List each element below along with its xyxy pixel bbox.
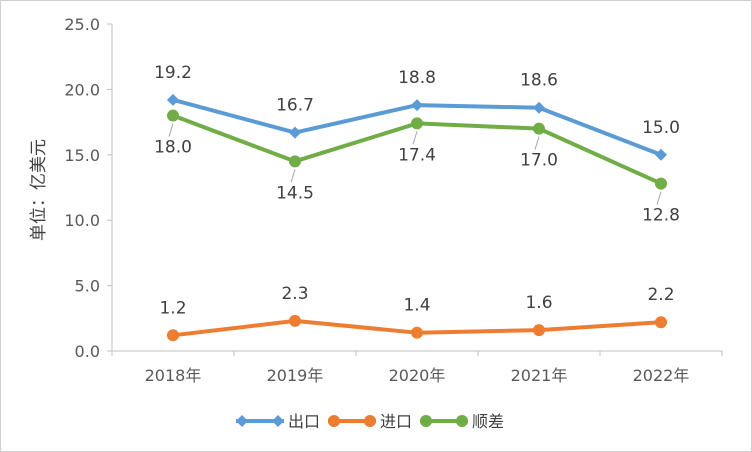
- data-labels: 19.2 16.7 18.8 18.6 15.0 1.2 2.3 1.4 1.6 2.2 18.0 1…: [154, 63, 680, 318]
- data-label: 12.8: [642, 206, 680, 226]
- data-point-marker: [272, 415, 284, 427]
- data-point-marker: [364, 415, 376, 427]
- data-label-leader: [168, 123, 174, 137]
- data-label: 2.3: [281, 284, 308, 304]
- x-tick-label: 2021年: [511, 366, 568, 385]
- data-point-marker: [655, 148, 667, 161]
- y-tick-label: 0.0: [75, 342, 100, 361]
- data-point-marker: [655, 316, 667, 329]
- data-point-marker: [236, 415, 248, 427]
- x-tick-label: 2020年: [389, 366, 446, 385]
- data-label-leader: [534, 136, 540, 150]
- data-point-marker: [533, 122, 545, 135]
- x-tick-label: 2019年: [267, 366, 324, 385]
- data-label: 18.8: [398, 68, 436, 88]
- axes: 0.0 5.0 10.0 15.0 20.0 25.0 2018年 2019年 2020年 202…: [64, 15, 723, 385]
- legend-label: 出口: [288, 412, 320, 431]
- data-point-marker: [167, 93, 179, 106]
- legend-label: 进口: [380, 412, 412, 431]
- data-point-marker: [655, 177, 667, 190]
- x-tick-label: 2022年: [633, 366, 690, 385]
- data-point-marker: [456, 415, 468, 427]
- data-point-marker: [167, 109, 179, 122]
- y-tick-label: 15.0: [64, 146, 100, 165]
- data-label: 16.7: [276, 96, 314, 116]
- data-label-leader: [656, 191, 662, 205]
- legend: 出口 进口 顺差: [236, 412, 504, 431]
- data-point-marker: [420, 415, 432, 427]
- data-point-marker: [289, 314, 301, 327]
- y-tick-label: 25.0: [64, 15, 100, 34]
- data-label-leader: [412, 131, 418, 145]
- data-point-marker: [533, 101, 545, 114]
- data-label: 1.2: [159, 298, 186, 318]
- data-point-marker: [289, 126, 301, 139]
- y-axis-title: 单位：亿美元: [29, 139, 49, 241]
- data-label: 17.0: [520, 151, 558, 171]
- data-label: 1.6: [525, 293, 552, 313]
- data-point-marker: [328, 415, 340, 427]
- data-label: 19.2: [154, 63, 192, 83]
- legend-label: 顺差: [472, 412, 504, 431]
- y-tick-label: 5.0: [75, 277, 100, 296]
- y-tick-label: 20.0: [64, 80, 100, 99]
- data-label: 17.4: [398, 145, 436, 165]
- data-label: 14.5: [276, 183, 314, 203]
- data-point-marker: [167, 329, 179, 342]
- data-label: 2.2: [647, 285, 674, 305]
- data-label: 18.0: [154, 138, 192, 158]
- data-point-marker: [533, 324, 545, 337]
- data-point-marker: [411, 99, 423, 112]
- series-layer: [167, 93, 667, 342]
- x-tick-label: 2018年: [145, 366, 202, 385]
- data-label-leader: [290, 169, 296, 183]
- data-point-marker: [289, 155, 301, 168]
- data-label: 15.0: [642, 118, 680, 138]
- data-point-marker: [411, 117, 423, 130]
- data-point-marker: [411, 326, 423, 339]
- data-label: 1.4: [403, 296, 430, 316]
- data-label: 18.6: [520, 71, 558, 91]
- y-tick-label: 10.0: [64, 211, 100, 230]
